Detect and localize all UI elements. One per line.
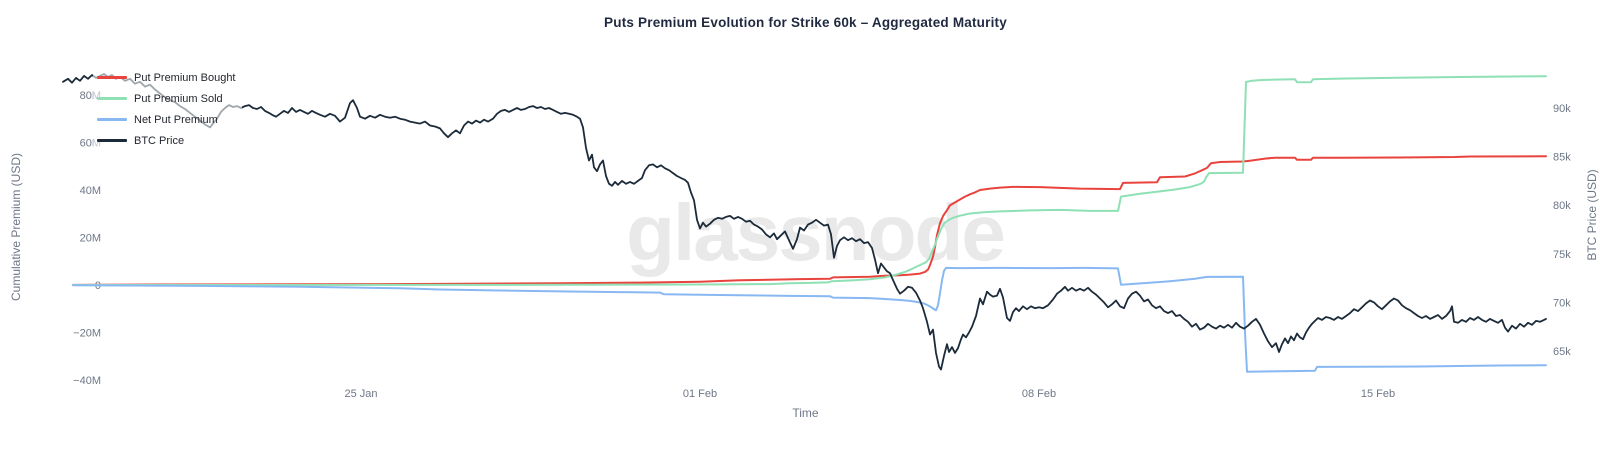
series-line-net-put-premium [72,266,1547,373]
y-right-tick-label: 70k [1553,297,1571,309]
chart-legend: Put Premium Bought Put Premium Sold Net Pu… [93,65,242,153]
y-right-tick-label: 65k [1553,346,1571,358]
x-tick-label: 15 Feb [1361,388,1395,400]
legend-item-put-premium-bought[interactable]: Put Premium Bought [97,67,236,88]
y-left-tick-label: −20M [73,328,101,340]
legend-item-net-put-premium[interactable]: Net Put Premium [97,109,236,130]
legend-label: Put Premium Bought [134,71,236,84]
x-tick-label: 08 Feb [1022,388,1056,400]
legend-swatch [97,76,127,79]
y-left-tick-label: 40M [80,185,101,197]
y-left-axis-title: Cumulative Premium (USD) [9,152,23,302]
legend-swatch [97,118,127,121]
y-right-tick-label: 75k [1553,249,1571,261]
legend-item-put-premium-sold[interactable]: Put Premium Sold [97,88,236,109]
legend-swatch [97,139,127,142]
legend-swatch [97,97,127,100]
y-left-tick-label: 20M [80,233,101,245]
x-axis-title: Time [792,406,819,420]
y-left-tick-label: −40M [73,375,101,387]
chart-title: Puts Premium Evolution for Strike 60k – … [604,15,1007,30]
legend-item-btc-price[interactable]: BTC Price [97,130,236,151]
y-right-tick-label: 90k [1553,103,1571,115]
series-line-btc-price [62,73,1547,371]
legend-label: Net Put Premium [134,113,218,126]
legend-label: Put Premium Sold [134,92,223,105]
series-line-put-premium-sold [72,75,1547,286]
legend-label: BTC Price [134,134,185,147]
y-right-axis-title: BTC Price (USD) [1585,169,1599,261]
y-right-tick-label: 80k [1553,200,1571,212]
y-right-tick-label: 85k [1553,152,1571,164]
series-line-put-premium-bought [72,155,1547,286]
x-tick-label: 25 Jan [344,388,377,400]
x-tick-label: 01 Feb [683,388,717,400]
